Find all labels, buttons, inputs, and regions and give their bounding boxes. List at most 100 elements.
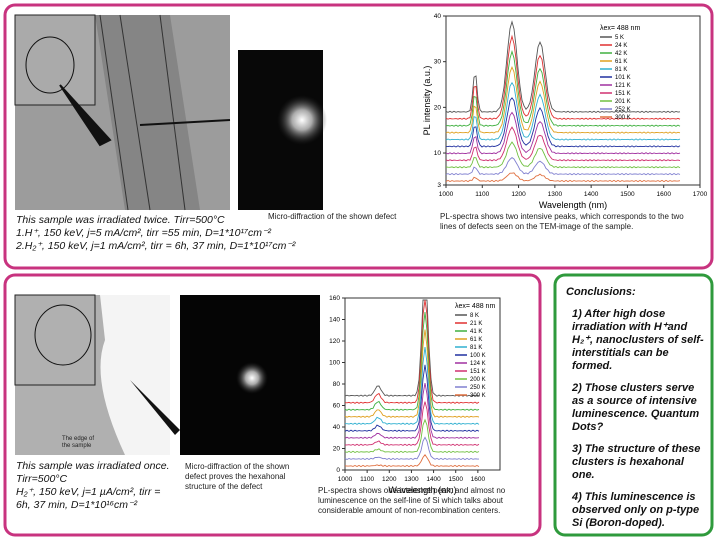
- legend-label: 42 K: [615, 51, 627, 57]
- x-axis-label: Wavelength (nm): [388, 485, 456, 495]
- legend-label: 101 K: [615, 75, 631, 81]
- y-axis-label: PL intensity (a.u.): [422, 66, 432, 136]
- x-tick-label: 1400: [584, 191, 599, 198]
- inset: [14, 294, 96, 386]
- spectrum-curve: [344, 454, 480, 468]
- legend-title: λex= 488 nm: [600, 25, 640, 32]
- circle: [25, 36, 75, 94]
- spectrum-curve: [445, 65, 681, 134]
- spectrum-curve: [344, 299, 480, 404]
- x-tick-label: 1600: [471, 476, 486, 483]
- legend-label: 61 K: [615, 59, 627, 65]
- y-tick-label: 80: [333, 381, 341, 388]
- diffraction-spot: [277, 95, 327, 145]
- x-axis-label: Wavelength (nm): [539, 200, 607, 210]
- conclusions: Conclusions: 1) After high dose irradiat…: [566, 286, 706, 539]
- x-tick-label: 1000: [439, 191, 454, 198]
- x-tick-label: 1600: [656, 191, 671, 198]
- y-tick-label: 20: [434, 104, 442, 111]
- panel-border: [3, 273, 542, 537]
- x-tick-label: 1200: [382, 476, 397, 483]
- caption: PL-spectra shows two intensive peaks, wh…: [440, 212, 684, 231]
- x-tick-label: 1000: [338, 476, 353, 483]
- y-tick-label: 100: [329, 360, 340, 367]
- y-tick-label: 3: [437, 182, 441, 189]
- x-tick-label: 1500: [448, 476, 463, 483]
- legend-label: 81 K: [615, 67, 627, 73]
- inset: [14, 14, 96, 106]
- spectrum-curve: [344, 436, 480, 461]
- legend-label: 24 K: [615, 43, 627, 49]
- caption: Micro-diffraction of the shown defect pr…: [185, 462, 290, 491]
- pointer: [59, 84, 231, 147]
- pointer: [130, 380, 180, 435]
- spectrum-curve: [345, 346, 480, 425]
- panel-border: [3, 3, 714, 270]
- legend-label: 300 K: [615, 115, 631, 121]
- y-tick-label: 40: [434, 13, 442, 20]
- legend-label: 151 K: [470, 369, 486, 375]
- x-tick-label: 1400: [426, 476, 441, 483]
- text-line: This sample was irradiated once.: [16, 460, 170, 472]
- legend-label: 121 K: [615, 83, 631, 89]
- text-line: H₂⁺, 150 keV, j=1 µA/cm², tirr = 6h, 37 …: [16, 486, 161, 511]
- y-tick-label: 140: [329, 317, 340, 324]
- y-tick-label: 60: [333, 403, 341, 410]
- caption: Micro-diffraction of the shown defect: [268, 212, 397, 221]
- plot-area: [445, 15, 701, 186]
- y-tick-label: 40: [333, 424, 341, 431]
- spectrum-curve: [344, 383, 480, 439]
- legend-title: λex= 488 nm: [455, 303, 495, 310]
- x-tick-label: 1700: [693, 191, 708, 198]
- spectrum-curve: [344, 418, 480, 454]
- x-tick-label: 1300: [404, 476, 419, 483]
- circle: [34, 304, 92, 366]
- legend-label: 41 K: [470, 329, 482, 335]
- caption: PL-spectra shows one intensive peak, and…: [318, 486, 506, 515]
- spectrum-curve: [445, 126, 681, 162]
- sample-text: This sample was irradiated once. Tirr=50…: [16, 460, 176, 512]
- text-line: 2.H₂⁺, 150 keV, j=1 mA/cm², tirr = 6h, 3…: [16, 240, 296, 252]
- x-tick-label: 1300: [548, 191, 563, 198]
- legend-label: 200 K: [470, 377, 486, 383]
- legend-label: 250 K: [470, 385, 486, 391]
- spectrum-curve: [344, 312, 480, 411]
- legend-label: 100 K: [470, 353, 486, 359]
- y-tick-label: 160: [329, 295, 340, 302]
- text-line: Tirr=500°C: [16, 473, 68, 485]
- spectrum-curve: [344, 401, 480, 447]
- spectrum-curve: [445, 50, 681, 127]
- x-tick-label: 1500: [620, 191, 635, 198]
- sample-text: This sample was irradiated twice. Tirr=5…: [16, 214, 295, 253]
- spectrum-curve: [445, 81, 681, 141]
- y-tick-label: 0: [336, 467, 340, 474]
- y-tick-label: 30: [434, 59, 442, 66]
- legend-label: 61 K: [470, 337, 482, 343]
- legend-label: 81 K: [470, 345, 482, 351]
- text-line: This sample was irradiated twice. Tirr=5…: [16, 214, 225, 226]
- conclusion-item: 2) Those clusters serve as a source of i…: [572, 382, 700, 433]
- x-tick-label: 1200: [511, 191, 526, 198]
- legend-label: 21 K: [470, 321, 482, 327]
- legend-label: 8 K: [470, 313, 479, 319]
- spectrum-curve: [445, 172, 681, 183]
- conclusion-item: 4) This luminescence is observed only on…: [572, 491, 700, 529]
- spectrum-curve: [445, 20, 681, 114]
- conclusions-title: Conclusions:: [566, 286, 636, 298]
- spectrum-curve: [445, 111, 681, 155]
- text-line: 1.H⁺, 150 keV, j=5 mA/cm², tirr =55 min,…: [16, 227, 271, 239]
- diffraction-spot: [236, 362, 268, 394]
- spectrum-curve: [445, 157, 681, 176]
- spectrum-curve: [344, 364, 480, 432]
- spectrum-curve: [445, 141, 681, 169]
- conclusion-item: 1) After high dose irradiation with H⁺an…: [572, 308, 704, 372]
- image-label: The edge of the sample: [62, 436, 95, 449]
- y-tick-label: 20: [333, 446, 341, 453]
- spectrum-curve: [344, 329, 480, 418]
- sample-edge: [100, 295, 170, 455]
- defect-line: [159, 14, 186, 211]
- legend-label: 151 K: [615, 91, 631, 97]
- legend-label: 201 K: [615, 99, 631, 105]
